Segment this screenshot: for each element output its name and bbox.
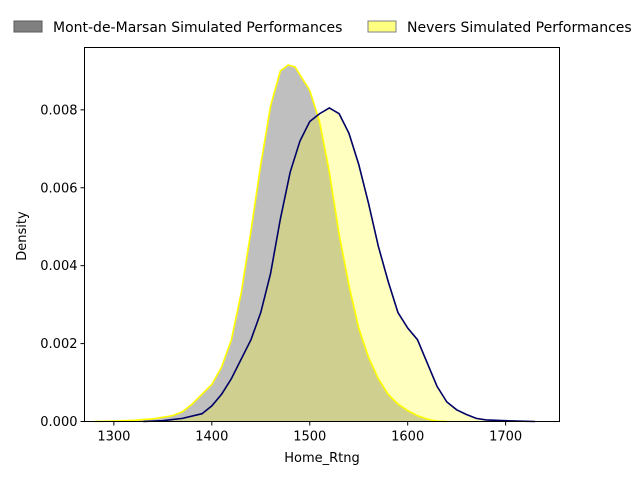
x-tick-label: 1700 — [489, 430, 522, 445]
y-axis-label: Density — [15, 211, 30, 261]
axes-frame — [84, 47, 560, 422]
legend-swatch-nevers — [367, 20, 397, 33]
y-axis: 0.000 0.002 0.004 0.006 0.008 — [40, 103, 85, 430]
density-line-mont-de-marsan — [94, 64, 447, 423]
x-tick-label: 1500 — [293, 430, 326, 445]
legend: Mont-de-Marsan Simulated Performances Ne… — [13, 20, 632, 36]
plot-area — [94, 64, 536, 423]
y-tick-label: 0.002 — [40, 337, 77, 352]
y-tick-label: 0.006 — [40, 181, 77, 196]
x-tick-label: 1400 — [195, 430, 228, 445]
y-tick-label: 0.000 — [40, 415, 77, 430]
y-tick-label: 0.008 — [40, 103, 77, 118]
x-axis-label: Home_Rtng — [284, 451, 360, 466]
density-area-mont-de-marsan — [94, 65, 447, 422]
x-axis: 1300 1400 1500 1600 1700 — [97, 421, 522, 445]
density-area-nevers — [143, 107, 536, 422]
legend-label-mont-de-marsan: Mont-de-Marsan Simulated Performances — [53, 20, 342, 36]
legend-label-nevers: Nevers Simulated Performances — [407, 20, 632, 36]
x-tick-label: 1300 — [97, 430, 130, 445]
x-tick-label: 1600 — [391, 430, 424, 445]
density-line-nevers — [143, 106, 536, 423]
legend-swatch-mont-de-marsan — [13, 20, 43, 33]
y-tick-label: 0.004 — [40, 259, 77, 274]
